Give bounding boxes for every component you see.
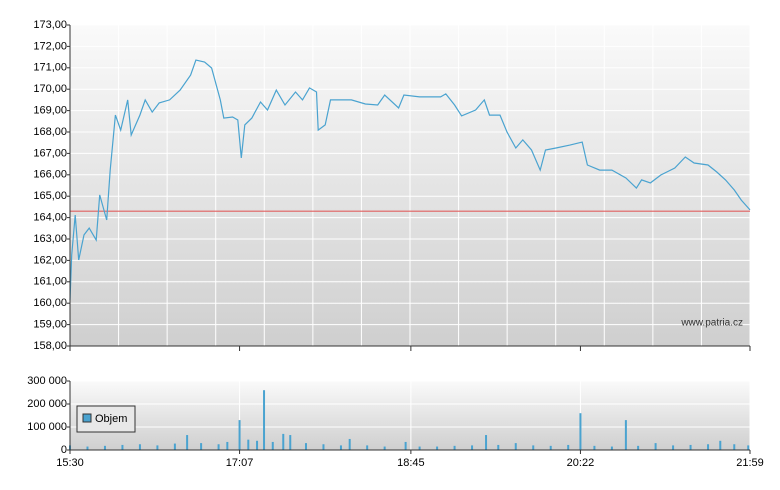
- y2-tick-label: 200 000: [27, 398, 67, 410]
- volume-panel: [70, 381, 750, 450]
- volume-bar: [383, 446, 386, 450]
- volume-bar: [304, 443, 307, 450]
- volume-bar: [289, 435, 292, 450]
- volume-bar: [485, 435, 488, 450]
- x-tick-label: 21:59: [736, 457, 764, 469]
- x-tick-label: 18:45: [397, 457, 425, 469]
- volume-bar: [532, 445, 535, 450]
- volume-bar: [271, 441, 274, 450]
- volume-bar: [256, 440, 259, 450]
- volume-bar: [217, 444, 220, 450]
- y-tick-label: 172,00: [33, 40, 67, 52]
- volume-bar: [263, 390, 266, 450]
- y2-tick-label: 300 000: [27, 375, 67, 387]
- volume-bar: [747, 445, 750, 450]
- volume-bar: [514, 443, 517, 450]
- volume-bar: [579, 413, 582, 450]
- volume-bar: [247, 439, 250, 450]
- y-tick-label: 161,00: [33, 276, 67, 288]
- volume-bar: [672, 445, 675, 450]
- volume-bar: [339, 445, 342, 450]
- y-tick-label: 159,00: [33, 319, 67, 331]
- volume-bar: [322, 444, 325, 450]
- y-tick-label: 166,00: [33, 169, 67, 181]
- volume-bar: [719, 440, 722, 450]
- volume-bar: [226, 441, 229, 450]
- volume-bar: [497, 444, 500, 450]
- legend-label: Objem: [95, 413, 127, 425]
- volume-bar: [138, 444, 141, 450]
- volume-bar: [200, 443, 203, 450]
- x-tick-label: 17:07: [226, 457, 254, 469]
- y-tick-label: 164,00: [33, 212, 67, 224]
- x-tick-label: 20:22: [567, 457, 595, 469]
- volume-bar: [86, 446, 89, 450]
- y-tick-label: 169,00: [33, 105, 67, 117]
- y-tick-label: 173,00: [33, 19, 67, 31]
- y-tick-label: 170,00: [33, 83, 67, 95]
- watermark: www.patria.cz: [680, 318, 743, 329]
- volume-bar: [348, 438, 351, 450]
- volume-bar: [404, 441, 407, 450]
- volume-bar: [549, 445, 552, 450]
- volume-bar: [637, 445, 640, 450]
- volume-bar: [689, 444, 692, 450]
- price-line: [69, 59, 751, 301]
- volume-bar: [593, 445, 596, 450]
- volume-bar: [733, 444, 736, 450]
- y-tick-label: 158,00: [33, 340, 67, 352]
- y-tick-label: 160,00: [33, 297, 67, 309]
- volume-bar: [238, 420, 241, 450]
- y-tick-label: 171,00: [33, 62, 67, 74]
- y-tick-label: 163,00: [33, 233, 67, 245]
- y-tick-label: 162,00: [33, 254, 67, 266]
- volume-bar: [707, 444, 710, 450]
- volume-bar: [567, 444, 570, 450]
- y-tick-label: 168,00: [33, 126, 67, 138]
- y2-tick-label: 0: [61, 444, 67, 456]
- legend-swatch: [82, 413, 92, 423]
- volume-bar: [366, 445, 369, 450]
- legend-box: [76, 405, 136, 433]
- volume-bar: [103, 445, 106, 450]
- y-tick-label: 165,00: [33, 190, 67, 202]
- volume-bar: [654, 443, 657, 450]
- volume-bar: [282, 433, 285, 450]
- x-tick-label: 15:30: [56, 457, 84, 469]
- volume-bar: [453, 445, 456, 450]
- volume-bar: [471, 445, 474, 450]
- volume-bar: [610, 446, 613, 450]
- volume-bar: [121, 444, 124, 450]
- volume-bar: [173, 443, 176, 450]
- volume-bar: [624, 420, 627, 450]
- volume-bar: [186, 435, 189, 450]
- volume-bar: [436, 446, 439, 450]
- volume-bar: [156, 445, 159, 450]
- volume-bar: [418, 446, 421, 450]
- y2-tick-label: 100 000: [27, 421, 67, 433]
- y-tick-label: 167,00: [33, 147, 67, 159]
